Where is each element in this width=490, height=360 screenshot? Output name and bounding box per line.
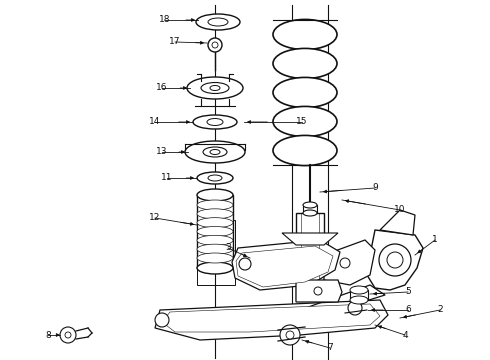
Polygon shape bbox=[155, 300, 388, 340]
Text: 11: 11 bbox=[161, 174, 173, 183]
Circle shape bbox=[239, 258, 251, 270]
Bar bbox=[296, 213, 324, 300]
Ellipse shape bbox=[208, 18, 228, 26]
Polygon shape bbox=[282, 233, 338, 245]
Ellipse shape bbox=[197, 262, 233, 274]
Ellipse shape bbox=[273, 107, 337, 136]
Ellipse shape bbox=[303, 210, 317, 216]
Bar bbox=[197, 195, 233, 268]
Ellipse shape bbox=[273, 19, 337, 50]
Ellipse shape bbox=[185, 141, 245, 163]
Text: 1: 1 bbox=[432, 235, 438, 244]
Circle shape bbox=[387, 252, 403, 268]
Bar bbox=[350, 290, 368, 300]
Polygon shape bbox=[236, 246, 333, 287]
Ellipse shape bbox=[197, 253, 233, 263]
Polygon shape bbox=[296, 280, 342, 302]
Circle shape bbox=[65, 332, 71, 338]
Ellipse shape bbox=[197, 189, 233, 201]
Text: 4: 4 bbox=[402, 330, 408, 339]
Circle shape bbox=[60, 327, 76, 343]
Ellipse shape bbox=[197, 209, 233, 219]
Text: 10: 10 bbox=[394, 206, 406, 215]
Circle shape bbox=[314, 287, 322, 295]
Circle shape bbox=[348, 301, 362, 315]
Circle shape bbox=[208, 38, 222, 52]
Ellipse shape bbox=[350, 296, 368, 304]
Circle shape bbox=[280, 325, 300, 345]
Text: 13: 13 bbox=[156, 148, 168, 157]
Circle shape bbox=[286, 331, 294, 339]
Ellipse shape bbox=[207, 118, 223, 126]
Ellipse shape bbox=[197, 235, 233, 245]
Text: 12: 12 bbox=[149, 213, 161, 222]
Ellipse shape bbox=[210, 85, 220, 90]
Text: 16: 16 bbox=[156, 84, 168, 93]
Polygon shape bbox=[232, 240, 340, 290]
Ellipse shape bbox=[208, 175, 222, 181]
Text: 2: 2 bbox=[437, 306, 443, 315]
Ellipse shape bbox=[303, 202, 317, 208]
Circle shape bbox=[212, 42, 218, 48]
Ellipse shape bbox=[273, 77, 337, 108]
Text: 5: 5 bbox=[405, 288, 411, 297]
Text: 15: 15 bbox=[296, 117, 308, 126]
Ellipse shape bbox=[273, 49, 337, 78]
Ellipse shape bbox=[193, 115, 237, 129]
Ellipse shape bbox=[187, 77, 243, 99]
Ellipse shape bbox=[273, 135, 337, 166]
Ellipse shape bbox=[197, 172, 233, 184]
Bar bbox=[197, 220, 235, 285]
Polygon shape bbox=[380, 210, 415, 235]
Text: 3: 3 bbox=[225, 243, 231, 252]
Ellipse shape bbox=[197, 218, 233, 228]
Ellipse shape bbox=[197, 200, 233, 210]
Text: 9: 9 bbox=[372, 184, 378, 193]
Ellipse shape bbox=[196, 14, 240, 30]
Ellipse shape bbox=[197, 244, 233, 254]
Ellipse shape bbox=[350, 286, 368, 294]
Polygon shape bbox=[367, 230, 423, 290]
Ellipse shape bbox=[210, 149, 220, 154]
Polygon shape bbox=[162, 304, 380, 332]
Circle shape bbox=[379, 244, 411, 276]
Text: 6: 6 bbox=[405, 306, 411, 315]
Ellipse shape bbox=[197, 226, 233, 237]
Text: 18: 18 bbox=[159, 15, 171, 24]
Text: 17: 17 bbox=[169, 37, 181, 46]
Text: 8: 8 bbox=[45, 330, 51, 339]
Text: 7: 7 bbox=[327, 343, 333, 352]
Ellipse shape bbox=[201, 82, 229, 94]
Circle shape bbox=[340, 258, 350, 268]
Ellipse shape bbox=[203, 147, 227, 157]
Bar bbox=[303, 205, 317, 213]
Polygon shape bbox=[324, 240, 375, 285]
Circle shape bbox=[155, 313, 169, 327]
Text: 14: 14 bbox=[149, 117, 161, 126]
